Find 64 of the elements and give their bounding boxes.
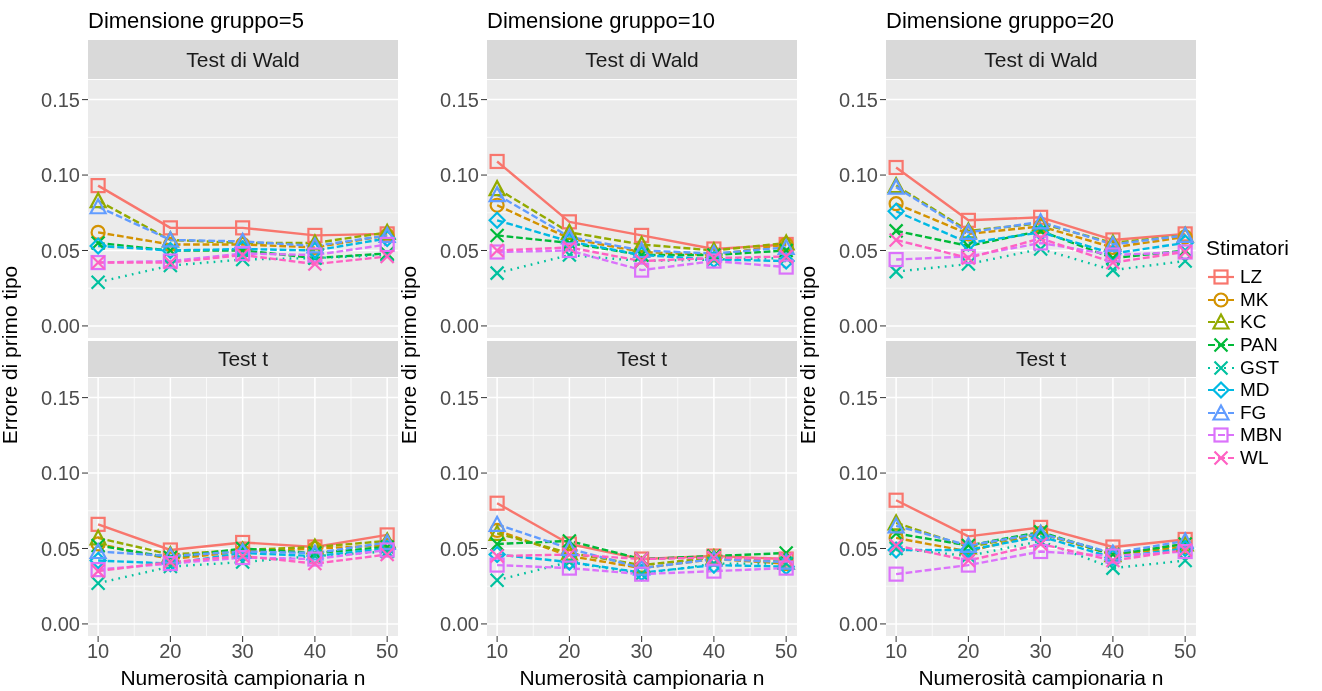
y-tick-label: 0.15: [440, 386, 479, 409]
chart-subtitle: Test di Wald: [487, 40, 797, 79]
legend-title: Stimatori: [1206, 236, 1289, 260]
y-tick-label: 0.05: [41, 239, 80, 262]
chart-subtitle: Test t: [886, 341, 1196, 377]
y-tick-label: 0.05: [440, 537, 479, 560]
x-tick-label: 30: [630, 640, 653, 663]
y-tick-label: 0.05: [440, 239, 479, 262]
x-tick-label: 40: [1101, 640, 1125, 663]
legend-label: KC: [1240, 311, 1267, 334]
legend-label: GST: [1240, 356, 1280, 379]
y-tick-label: 0.10: [41, 462, 80, 485]
chart-subtitle: Test t: [487, 341, 797, 377]
y-tick-label: 0.00: [839, 613, 878, 636]
legend-label: WL: [1240, 447, 1269, 470]
x-tick-label: 40: [303, 640, 327, 663]
legend-label: LZ: [1240, 266, 1263, 289]
y-tick-label: 0.00: [41, 613, 80, 636]
x-tick-label: 50: [1174, 640, 1197, 663]
y-tick-label: 0.05: [839, 239, 878, 262]
x-tick-label: 30: [231, 640, 254, 663]
y-axis-title: Errore di primo tipo: [0, 264, 22, 447]
legend-label: MBN: [1240, 424, 1283, 447]
x-tick-label: 20: [558, 640, 581, 663]
legend-label: FG: [1240, 401, 1267, 424]
y-tick-label: 0.00: [839, 315, 878, 338]
y-tick-label: 0.10: [41, 164, 80, 187]
y-tick-label: 0.05: [839, 537, 878, 560]
x-tick-label: 50: [775, 640, 798, 663]
chart-subtitle: Test di Wald: [886, 40, 1196, 79]
y-tick-label: 0.15: [839, 88, 878, 111]
y-axis-title: Errore di primo tipo: [796, 264, 820, 447]
y-tick-label: 0.00: [440, 315, 479, 338]
legend-label: MD: [1240, 379, 1270, 402]
y-tick-label: 0.10: [839, 462, 878, 485]
y-tick-label: 0.05: [41, 537, 80, 560]
x-axis-title: Numerosità campionaria n: [119, 666, 367, 690]
y-tick-label: 0.15: [839, 386, 878, 409]
x-tick-label: 20: [159, 640, 182, 663]
chart-title: Dimensione gruppo=5: [88, 8, 304, 34]
x-tick-label: 10: [884, 640, 908, 663]
x-tick-label: 10: [485, 640, 509, 663]
chart-subtitle: Test di Wald: [88, 40, 398, 79]
y-tick-label: 0.00: [41, 315, 80, 338]
x-axis-title: Numerosità campionaria n: [518, 666, 766, 690]
x-tick-label: 50: [376, 640, 399, 663]
y-tick-label: 0.15: [41, 386, 80, 409]
x-axis-title: Numerosità campionaria n: [917, 666, 1165, 690]
y-tick-label: 0.15: [440, 88, 479, 111]
chart-title: Dimensione gruppo=10: [487, 8, 716, 34]
y-tick-label: 0.10: [440, 164, 479, 187]
y-tick-label: 0.10: [839, 164, 878, 187]
chart-title: Dimensione gruppo=20: [886, 8, 1115, 34]
legend-label: PAN: [1240, 334, 1278, 357]
x-tick-label: 10: [86, 640, 110, 663]
x-tick-label: 30: [1029, 640, 1052, 663]
x-tick-label: 20: [957, 640, 980, 663]
y-axis-title: Errore di primo tipo: [397, 264, 421, 447]
x-tick-label: 40: [702, 640, 726, 663]
chart-subtitle: Test t: [88, 341, 398, 377]
y-tick-label: 0.15: [41, 88, 80, 111]
legend-label: MK: [1240, 288, 1269, 311]
y-tick-label: 0.00: [440, 613, 479, 636]
y-tick-label: 0.10: [440, 462, 479, 485]
